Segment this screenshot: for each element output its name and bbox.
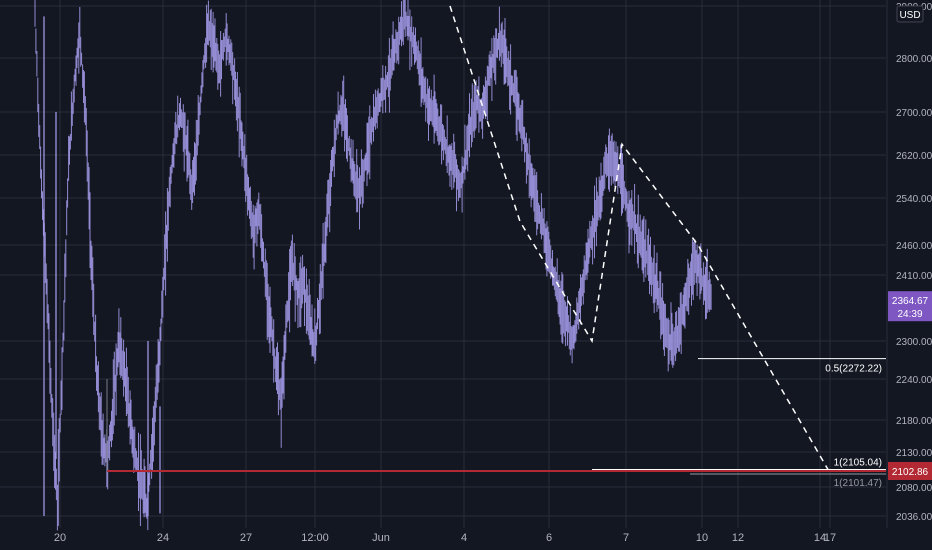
x-tick-label: 7 [623, 532, 629, 544]
x-tick-label: Jun [372, 532, 390, 544]
y-tick-label: 2700.00 [896, 108, 932, 119]
chart-overlays: 0.5(2272.22) 1(2105.04) 1(2101.47) [106, 5, 886, 489]
x-tick-label: 12 [732, 532, 744, 544]
fib-label-1: 1(2105.04) [834, 457, 882, 468]
x-tick-label: 12:00 [301, 532, 329, 544]
x-tick-label: 6 [546, 532, 552, 544]
y-axis-ticks: 2036.00 2080.00 2130.00 2180.00 2240.00 2300.… [896, 2, 932, 523]
y-tick-label: 2036.00 [896, 512, 932, 523]
x-tick-label: 14 [814, 532, 826, 544]
y-tick-label: 2620.00 [896, 151, 932, 162]
y-tick-label: 2130.00 [896, 448, 932, 459]
y-tick-label: 2800.00 [896, 54, 932, 65]
projection-dashed-path[interactable] [449, 5, 829, 470]
fib-label-1-alt: 1(2101.47) [834, 478, 882, 489]
x-tick-label: 10 [696, 532, 708, 544]
support-price-label: 2102.86 [892, 467, 929, 478]
countdown-label: 24:39 [897, 309, 922, 320]
y-tick-label: 2540.00 [896, 194, 932, 205]
x-tick-label: 20 [54, 532, 66, 544]
y-tick-label: 2460.00 [896, 241, 932, 252]
last-price-badge [888, 291, 932, 322]
last-price-label: 2364.67 [892, 296, 929, 307]
currency-badge[interactable]: USD [896, 5, 924, 23]
x-tick-label: 24 [157, 532, 169, 544]
y-axis-panel[interactable] [887, 0, 932, 528]
y-tick-label: 2180.00 [896, 416, 932, 427]
x-tick-label: 4 [461, 532, 467, 544]
y-tick-label: 2080.00 [896, 483, 932, 494]
price-series [34, 0, 712, 531]
price-badges: 2102.86 2364.67 24:39 [888, 291, 932, 480]
x-tick-label: 17 [824, 532, 836, 544]
y-tick-label: 2410.00 [896, 271, 932, 282]
x-tick-label: 27 [240, 532, 252, 544]
fib-label-0-5: 0.5(2272.22) [825, 364, 882, 375]
currency-badge-label: USD [899, 10, 920, 21]
y-tick-label: 2240.00 [896, 375, 932, 386]
support-price-badge [888, 461, 932, 480]
y-tick-label: 2300.00 [896, 337, 932, 348]
